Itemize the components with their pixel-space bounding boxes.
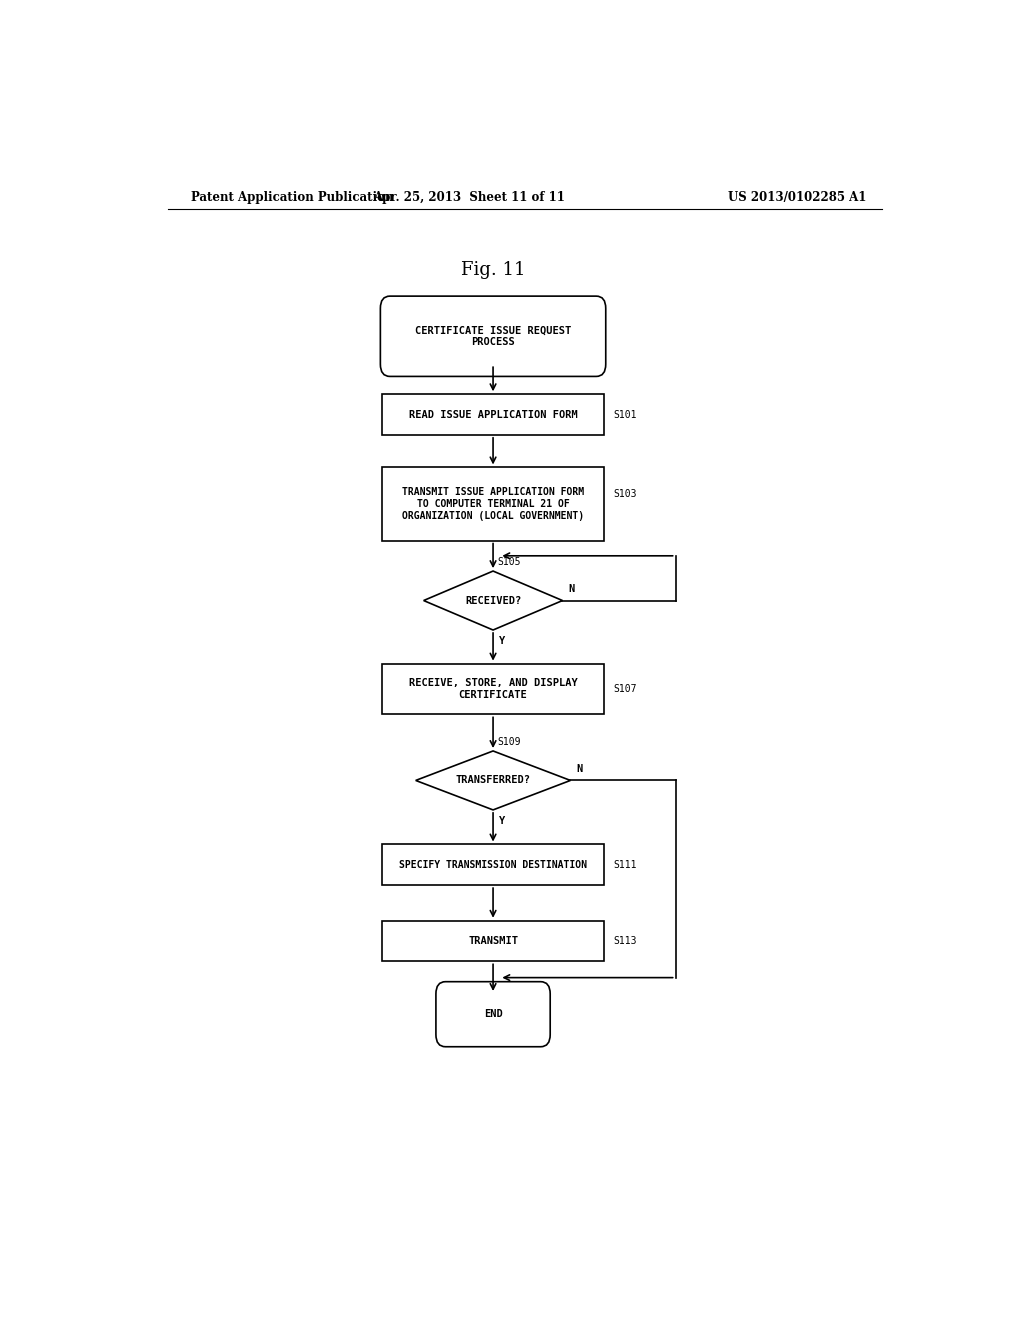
- Text: TRANSMIT ISSUE APPLICATION FORM
TO COMPUTER TERMINAL 21 OF
ORGANIZATION (LOCAL G: TRANSMIT ISSUE APPLICATION FORM TO COMPU…: [402, 487, 584, 520]
- Text: RECEIVE, STORE, AND DISPLAY
CERTIFICATE: RECEIVE, STORE, AND DISPLAY CERTIFICATE: [409, 678, 578, 700]
- Bar: [382, 664, 604, 714]
- Text: US 2013/0102285 A1: US 2013/0102285 A1: [728, 190, 866, 203]
- Bar: [382, 845, 604, 886]
- Text: Fig. 11: Fig. 11: [461, 261, 525, 280]
- Text: CERTIFICATE ISSUE REQUEST
PROCESS: CERTIFICATE ISSUE REQUEST PROCESS: [415, 326, 571, 347]
- Text: Apr. 25, 2013  Sheet 11 of 11: Apr. 25, 2013 Sheet 11 of 11: [374, 190, 565, 203]
- Text: N: N: [569, 585, 575, 594]
- Polygon shape: [416, 751, 570, 810]
- Text: S105: S105: [497, 557, 520, 568]
- FancyBboxPatch shape: [380, 296, 606, 376]
- Text: Y: Y: [500, 816, 506, 826]
- Text: N: N: [577, 764, 583, 775]
- Text: S111: S111: [613, 859, 637, 870]
- Text: S103: S103: [613, 488, 637, 499]
- Text: S101: S101: [613, 409, 637, 420]
- Text: TRANSMIT: TRANSMIT: [468, 936, 518, 946]
- Bar: [382, 467, 604, 541]
- Text: TRANSFERRED?: TRANSFERRED?: [456, 775, 530, 785]
- Text: RECEIVED?: RECEIVED?: [465, 595, 521, 606]
- Text: END: END: [483, 1010, 503, 1019]
- Bar: [382, 395, 604, 434]
- Text: S107: S107: [613, 684, 637, 694]
- Bar: [382, 921, 604, 961]
- Text: READ ISSUE APPLICATION FORM: READ ISSUE APPLICATION FORM: [409, 409, 578, 420]
- Text: S113: S113: [613, 936, 637, 946]
- Polygon shape: [424, 572, 562, 630]
- Text: S109: S109: [497, 737, 520, 747]
- FancyBboxPatch shape: [436, 982, 550, 1047]
- Text: Patent Application Publication: Patent Application Publication: [191, 190, 394, 203]
- Text: SPECIFY TRANSMISSION DESTINATION: SPECIFY TRANSMISSION DESTINATION: [399, 859, 587, 870]
- Text: Y: Y: [500, 636, 506, 645]
